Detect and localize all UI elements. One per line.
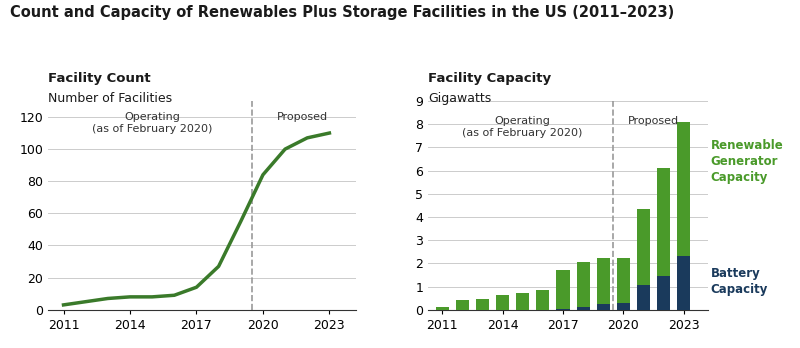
Text: Battery
Capacity: Battery Capacity (710, 267, 768, 296)
Bar (617, 303, 630, 310)
Text: Gigawatts: Gigawatts (428, 92, 491, 105)
Text: Proposed: Proposed (628, 116, 679, 126)
Bar (678, 256, 690, 310)
Text: Proposed: Proposed (278, 112, 328, 122)
Bar (657, 168, 670, 276)
Bar (617, 258, 630, 303)
Bar (557, 270, 570, 309)
Text: Facility Capacity: Facility Capacity (428, 72, 551, 85)
Text: Count and Capacity of Renewables Plus Storage Facilities in the US (2011–2023): Count and Capacity of Renewables Plus St… (10, 5, 674, 20)
Bar (678, 122, 690, 256)
Bar (536, 290, 550, 310)
Bar (456, 300, 469, 310)
Bar (476, 299, 489, 310)
Bar (597, 304, 610, 310)
Text: Number of Facilities: Number of Facilities (48, 92, 172, 105)
Bar (496, 295, 509, 310)
Bar (557, 309, 570, 310)
Text: Operating
(as of February 2020): Operating (as of February 2020) (92, 112, 212, 134)
Bar (637, 285, 650, 310)
Bar (577, 307, 590, 310)
Bar (516, 293, 530, 310)
Bar (435, 307, 449, 310)
Bar (597, 258, 610, 304)
Text: Renewable
Generator
Capacity: Renewable Generator Capacity (710, 139, 783, 184)
Bar (637, 209, 650, 285)
Bar (657, 276, 670, 310)
Text: Operating
(as of February 2020): Operating (as of February 2020) (462, 116, 583, 137)
Bar (577, 262, 590, 307)
Text: Facility Count: Facility Count (48, 72, 150, 85)
